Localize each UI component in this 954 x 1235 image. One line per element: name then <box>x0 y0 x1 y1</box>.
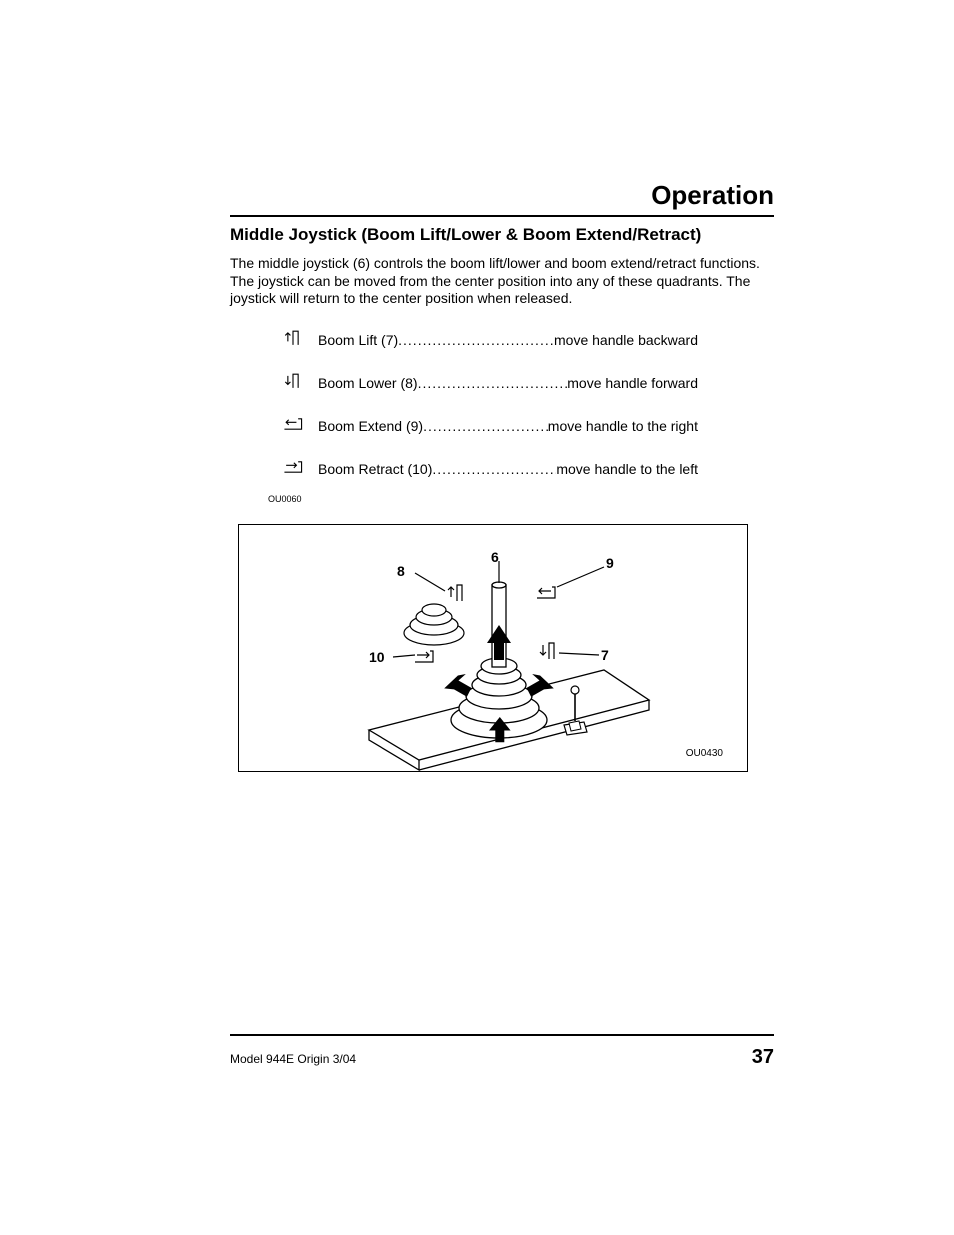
action-instruction: move handle backward <box>554 332 698 348</box>
footer-model-info: Model 944E Origin 3/04 <box>230 1052 356 1066</box>
diagram-caption: OU0430 <box>686 748 723 759</box>
callout-9: 9 <box>606 555 614 571</box>
footer-rule <box>230 1034 774 1036</box>
action-row-lift: Boom Lift (7) move handle backward <box>268 326 774 355</box>
leader-dots <box>432 461 556 477</box>
header-rule <box>230 215 774 217</box>
action-instruction: move handle to the right <box>548 418 698 434</box>
arrow-left-icon <box>281 412 305 436</box>
callout-10: 10 <box>369 649 385 665</box>
section-paragraph: The middle joystick (6) controls the boo… <box>230 255 774 308</box>
leader-dots <box>418 375 568 391</box>
arrow-down-icon <box>281 369 305 393</box>
arrow-right-icon <box>281 455 305 479</box>
arrow-up-icon <box>281 326 305 350</box>
action-label: Boom Lower (8) <box>318 375 418 391</box>
action-list: Boom Lift (7) move handle backward Boom … <box>268 326 774 484</box>
action-row-extend: Boom Extend (9) move handle to the right <box>268 412 774 441</box>
action-row-lower: Boom Lower (8) move handle forward <box>268 369 774 398</box>
callout-7: 7 <box>601 647 609 663</box>
callout-6: 6 <box>491 549 499 565</box>
action-label: Boom Extend (9) <box>318 418 423 434</box>
action-label: Boom Lift (7) <box>318 332 398 348</box>
joystick-diagram: 6 8 9 10 7 OU0430 <box>238 524 748 772</box>
callout-8: 8 <box>397 563 405 579</box>
leader-dots <box>423 418 548 434</box>
page-footer: Model 944E Origin 3/04 37 <box>230 1034 774 1069</box>
action-instruction: move handle forward <box>567 375 698 391</box>
action-instruction: move handle to the left <box>556 461 698 477</box>
action-label: Boom Retract (10) <box>318 461 432 477</box>
action-row-retract: Boom Retract (10) move handle to the lef… <box>268 455 774 484</box>
icon-list-caption: OU0060 <box>268 494 774 504</box>
header-title: Operation <box>230 180 774 211</box>
leader-dots <box>398 332 554 348</box>
section-title: Middle Joystick (Boom Lift/Lower & Boom … <box>230 225 774 245</box>
page-number: 37 <box>752 1046 774 1069</box>
